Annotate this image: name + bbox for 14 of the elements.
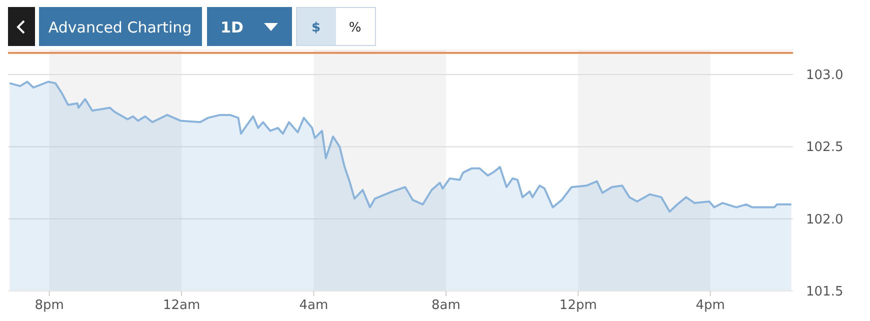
y-tick-label: 101.5 — [806, 284, 844, 300]
y-tick-label: 102.5 — [806, 140, 844, 156]
y-tick-label: 103.0 — [806, 68, 844, 84]
text: 1D — [220, 18, 244, 36]
x-tick-label: 12am — [162, 298, 200, 313]
x-tick-label: 12pm — [559, 298, 597, 313]
text: $ — [311, 20, 321, 36]
text: Advanced Charting — [48, 18, 192, 36]
x-tick-label: 8am — [431, 298, 460, 313]
x-tick-label: 8pm — [34, 298, 64, 313]
y-tick-label: 102.0 — [806, 212, 844, 228]
x-tick-label: 4pm — [696, 298, 725, 313]
x-tick-label: 4am — [299, 298, 328, 313]
text: % — [348, 20, 362, 36]
